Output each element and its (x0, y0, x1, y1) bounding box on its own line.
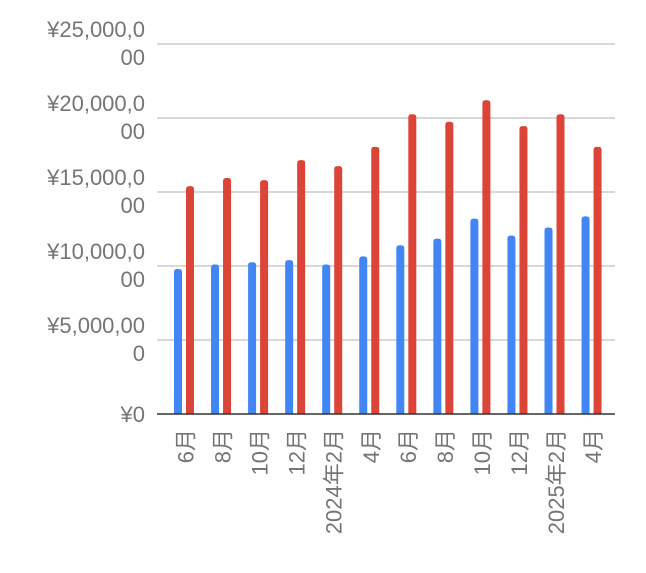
x-tick-label: 12月 (507, 429, 532, 475)
y-tick-label: 00 (121, 193, 145, 218)
bar (334, 166, 343, 414)
x-tick-label: 2025年2月 (544, 429, 569, 534)
y-tick-label: 00 (121, 267, 145, 292)
y-tick-label: ¥25,000,0 (46, 17, 145, 42)
x-axis-tick-labels: 6月 8月 10月 12月 2024年2月 4月 6月 8月 10月 12月 2025年2月 4月 (174, 429, 607, 534)
bar (248, 262, 257, 414)
bar (593, 146, 602, 415)
gridlines (157, 43, 615, 341)
y-tick-label: ¥15,000,0 (46, 165, 145, 190)
x-tick-label: 12月 (285, 429, 310, 475)
y-tick-label: 0 (133, 341, 145, 366)
bar (408, 114, 417, 415)
bar (482, 100, 491, 415)
x-tick-label: 10月 (470, 429, 495, 475)
bar (371, 146, 380, 415)
bars (174, 100, 602, 415)
y-tick-label: ¥20,000,0 (46, 91, 145, 116)
y-tick-label: 00 (121, 119, 145, 144)
bar (396, 245, 405, 414)
bar (581, 216, 590, 414)
bar (186, 186, 194, 414)
bar (470, 218, 479, 414)
x-tick-label: 8月 (433, 429, 458, 463)
bar (223, 177, 232, 414)
bar (174, 268, 182, 414)
bar (211, 264, 220, 414)
bar (507, 235, 516, 414)
x-tick-label: 6月 (396, 429, 421, 463)
x-tick-label: 10月 (248, 429, 273, 475)
x-tick-label: 6月 (174, 429, 199, 463)
y-tick-label: ¥0 (120, 402, 145, 427)
bar (519, 126, 528, 414)
bar (433, 238, 442, 414)
y-tick-label: 00 (121, 45, 145, 70)
x-tick-label: 2024年2月 (322, 429, 347, 534)
bar (445, 121, 454, 414)
bar (359, 256, 368, 414)
bar (556, 114, 565, 415)
x-tick-label: 8月 (211, 429, 236, 463)
x-tick-label: 4月 (359, 429, 384, 463)
bar (544, 227, 553, 414)
bar (285, 260, 294, 414)
y-axis-tick-labels: ¥0 ¥5,000,00 0 ¥10,000,0 00 ¥15,000,0 00 ¥20,00… (46, 17, 145, 427)
x-tick-label: 4月 (581, 429, 606, 463)
bar (260, 180, 269, 414)
y-tick-label: ¥5,000,00 (46, 313, 145, 338)
y-tick-label: ¥10,000,0 (46, 239, 145, 264)
bar (322, 264, 331, 414)
bar (297, 160, 306, 414)
